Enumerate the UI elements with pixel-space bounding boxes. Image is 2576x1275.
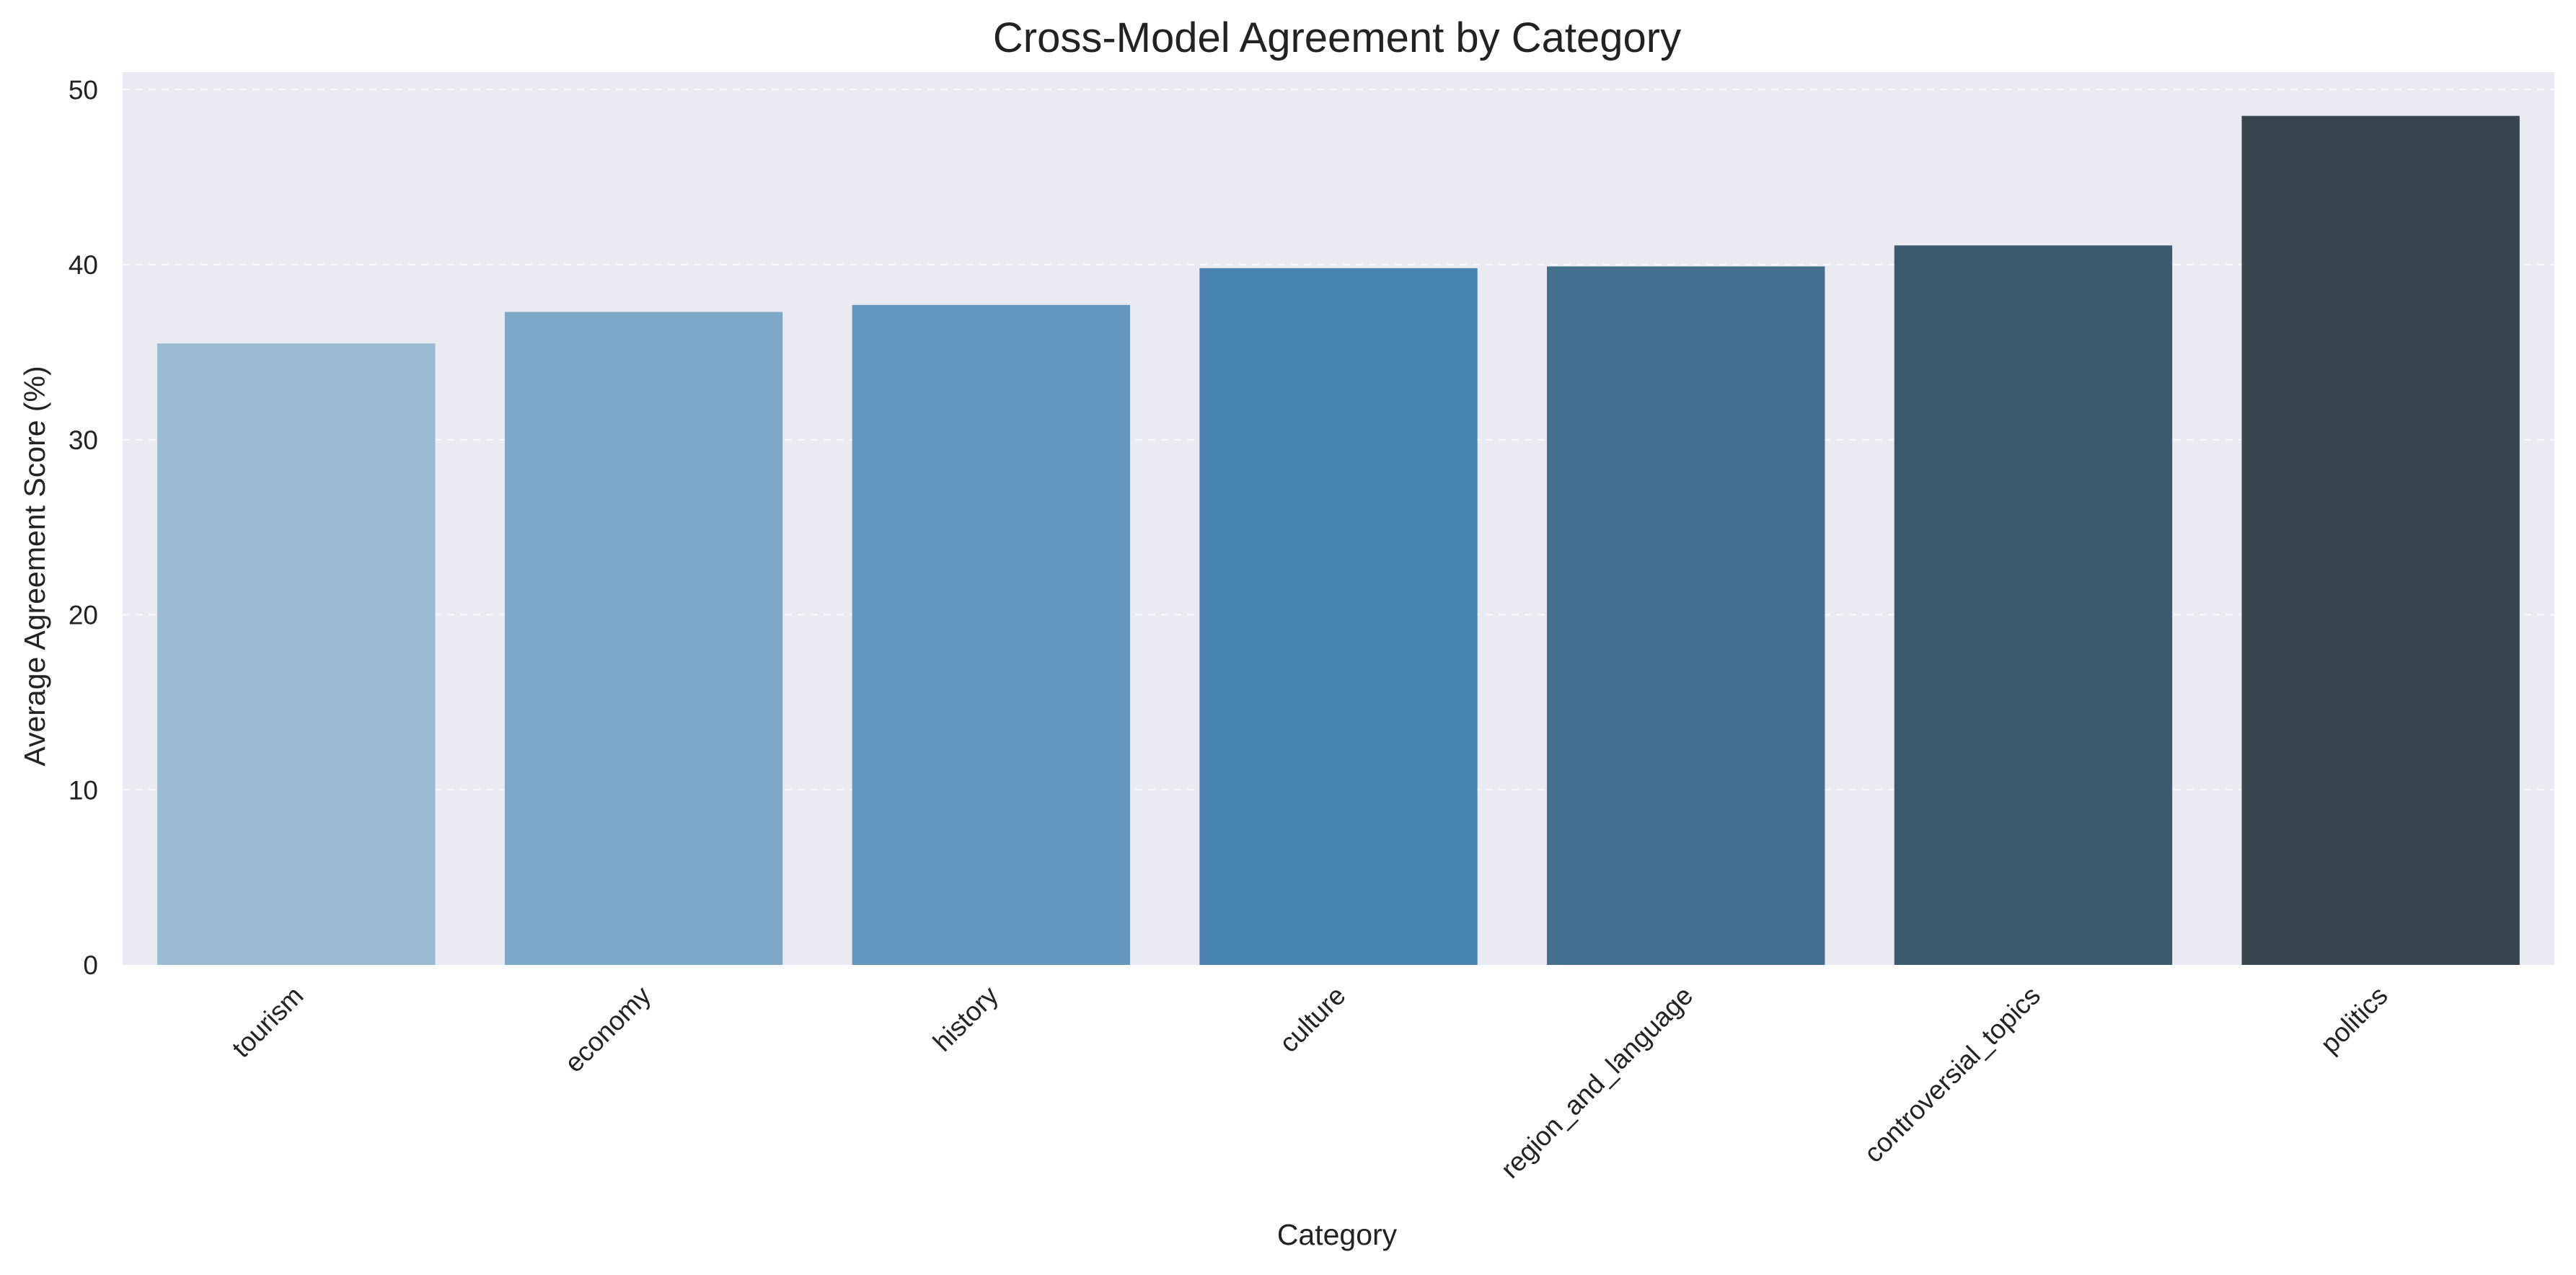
y-axis-ticks: 0 10 20 30 40 50 bbox=[69, 75, 98, 980]
bar-layer bbox=[157, 115, 2520, 966]
y-tick-label: 20 bbox=[69, 601, 98, 630]
bar-history bbox=[852, 304, 1130, 966]
bar-tourism bbox=[157, 343, 436, 966]
y-tick-label: 10 bbox=[69, 775, 98, 805]
y-tick-label: 0 bbox=[83, 950, 98, 980]
y-tick-label: 50 bbox=[69, 75, 98, 105]
y-tick-label: 30 bbox=[69, 425, 98, 455]
bar-politics bbox=[2241, 115, 2520, 965]
x-axis-label: Category bbox=[1277, 1218, 1398, 1251]
y-tick-label: 40 bbox=[69, 250, 98, 280]
chart-title: Cross-Model Agreement by Category bbox=[993, 14, 1681, 61]
bar-region-and-language bbox=[1547, 266, 1825, 966]
bar-culture bbox=[1199, 268, 1478, 965]
bar-economy bbox=[504, 312, 783, 965]
y-axis-label: Average Agreement Score (%) bbox=[18, 366, 51, 766]
bar-controversial-topics bbox=[1894, 245, 2173, 966]
